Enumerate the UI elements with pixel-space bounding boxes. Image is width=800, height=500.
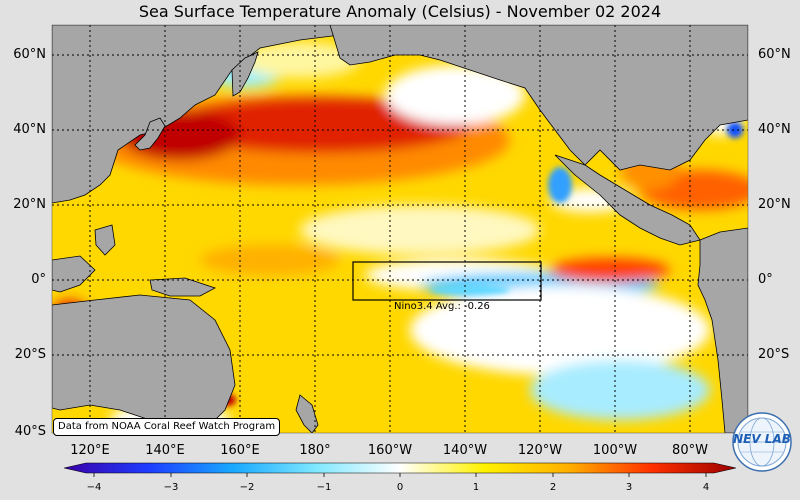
colorbar-tick-label: 2 — [549, 482, 557, 493]
lon-label: 80°W — [672, 443, 708, 458]
lat-label-left: 40°S — [14, 424, 46, 439]
lat-label-left: 20°S — [14, 347, 46, 362]
colorbar-tick-label: 1 — [472, 482, 480, 493]
lat-label-right: 20°S — [758, 347, 790, 362]
map-field — [52, 25, 748, 433]
graticule — [52, 25, 748, 433]
lat-label-right: 20°N — [758, 197, 791, 212]
land — [52, 25, 748, 433]
nevlab-logo: NEV LAB — [732, 412, 792, 472]
lon-label: 160°W — [367, 443, 413, 458]
colorbar-tick-label: 4 — [702, 482, 710, 493]
logo-text: NEV LAB — [733, 432, 791, 446]
nino34-average-label: Nino3.4 Avg.: -0.26 — [394, 301, 490, 312]
globe-icon — [732, 412, 792, 472]
colorbar-tick-label: 0 — [396, 482, 404, 493]
lat-label-left: 60°N — [13, 47, 46, 62]
colorbar-tick-label: 3 — [625, 482, 633, 493]
lat-label-left: 20°N — [13, 197, 46, 212]
chart-title: Sea Surface Temperature Anomaly (Celsius… — [138, 2, 662, 21]
lat-label-left: 0° — [31, 272, 46, 287]
colorbar-ticks — [93, 473, 707, 477]
lon-label: 100°W — [592, 443, 638, 458]
nino34-box — [352, 261, 542, 301]
lat-label-right: 40°N — [758, 122, 791, 137]
colorbar — [63, 462, 737, 474]
lon-label: 120°E — [70, 443, 110, 458]
lon-label: 160°E — [220, 443, 260, 458]
lat-label-right: 60°N — [758, 47, 791, 62]
lon-label: 120°W — [517, 443, 563, 458]
lon-label: 140°E — [145, 443, 185, 458]
colorbar-tick-label: −2 — [239, 482, 255, 493]
colorbar-tick-label: −4 — [86, 482, 102, 493]
lon-label: 140°W — [442, 443, 488, 458]
lat-label-right: 0° — [758, 272, 773, 287]
data-credit: Data from NOAA Coral Reef Watch Program — [53, 418, 281, 436]
anomaly-patches — [52, 35, 748, 433]
colorbar-tick-label: −3 — [163, 482, 179, 493]
lon-label: 180° — [299, 443, 331, 458]
colorbar-tick-label: −1 — [316, 482, 332, 493]
lat-label-left: 40°N — [13, 122, 46, 137]
